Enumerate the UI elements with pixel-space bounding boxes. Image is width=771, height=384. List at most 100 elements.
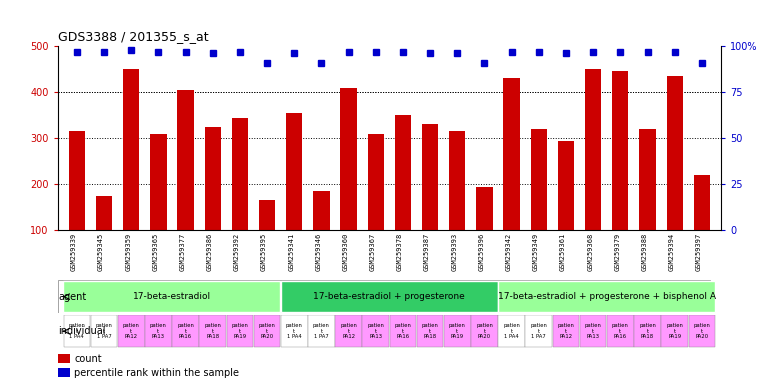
Text: GSM259396: GSM259396 — [479, 233, 484, 271]
Text: patien
t
PA13: patien t PA13 — [584, 323, 601, 339]
Bar — [172, 315, 199, 347]
Text: GSM259393: GSM259393 — [451, 233, 457, 271]
Text: GSM259394: GSM259394 — [668, 233, 675, 271]
Text: patien
t
PA16: patien t PA16 — [395, 323, 412, 339]
Text: patien
t
PA20: patien t PA20 — [693, 323, 710, 339]
Text: patien
t
PA13: patien t PA13 — [367, 323, 384, 339]
Text: GSM259341: GSM259341 — [288, 233, 295, 271]
Bar — [558, 141, 574, 276]
Text: patien
t
PA18: patien t PA18 — [204, 323, 221, 339]
Text: GSM259379: GSM259379 — [614, 233, 621, 271]
Bar — [204, 127, 221, 276]
Bar — [694, 175, 710, 276]
Text: patien
t
PA13: patien t PA13 — [150, 323, 167, 339]
Bar — [612, 71, 628, 276]
Bar — [58, 368, 69, 377]
Bar — [422, 124, 438, 276]
Bar — [476, 187, 493, 276]
Bar — [530, 129, 547, 276]
Text: count: count — [74, 354, 102, 364]
Text: patien
t
PA20: patien t PA20 — [476, 323, 493, 339]
Text: GSM259342: GSM259342 — [506, 233, 512, 271]
Text: GSM259349: GSM259349 — [533, 233, 539, 271]
Bar — [389, 315, 416, 347]
Bar — [553, 315, 579, 347]
Bar — [395, 115, 411, 276]
Bar — [69, 131, 85, 276]
Bar — [662, 315, 688, 347]
Bar — [96, 196, 112, 276]
Text: GSM259339: GSM259339 — [71, 233, 77, 271]
Bar — [607, 315, 634, 347]
Bar — [667, 76, 683, 276]
Bar — [417, 315, 443, 347]
Text: patien
t
PA18: patien t PA18 — [422, 323, 439, 339]
Text: patien
t
1 PA7: patien t 1 PA7 — [313, 323, 330, 339]
Bar — [639, 129, 655, 276]
Text: patien
t
PA12: patien t PA12 — [123, 323, 140, 339]
Text: 17-beta-estradiol: 17-beta-estradiol — [133, 292, 211, 301]
Text: GSM259388: GSM259388 — [641, 233, 648, 271]
Text: GSM259345: GSM259345 — [98, 233, 104, 271]
Text: individual: individual — [58, 326, 106, 336]
Text: GSM259387: GSM259387 — [424, 233, 430, 271]
Text: GDS3388 / 201355_s_at: GDS3388 / 201355_s_at — [58, 30, 208, 43]
Bar — [150, 134, 167, 276]
Bar — [200, 315, 226, 347]
Bar — [63, 315, 90, 347]
Text: GSM259368: GSM259368 — [588, 233, 593, 271]
Text: GSM259359: GSM259359 — [125, 233, 131, 271]
Text: 17-beta-estradiol + progesterone: 17-beta-estradiol + progesterone — [314, 292, 465, 301]
Bar — [281, 315, 308, 347]
Text: percentile rank within the sample: percentile rank within the sample — [74, 368, 240, 378]
Text: patien
t
PA12: patien t PA12 — [557, 323, 574, 339]
Text: patien
t
1 PA7: patien t 1 PA7 — [530, 323, 547, 339]
Bar — [471, 315, 498, 347]
Bar — [580, 315, 607, 347]
Text: patien
t
1 PA7: patien t 1 PA7 — [96, 323, 113, 339]
Text: patien
t
PA19: patien t PA19 — [666, 323, 683, 339]
Bar — [177, 90, 194, 276]
Text: GSM259397: GSM259397 — [696, 233, 702, 271]
Text: GSM259386: GSM259386 — [207, 233, 213, 271]
Text: GSM259346: GSM259346 — [315, 233, 322, 271]
Bar — [286, 113, 302, 276]
Text: GSM259377: GSM259377 — [180, 233, 186, 271]
Bar — [498, 281, 715, 312]
Bar — [91, 315, 117, 347]
Text: 17-beta-estradiol + progesterone + bisphenol A: 17-beta-estradiol + progesterone + bisph… — [498, 292, 715, 301]
Bar — [585, 69, 601, 276]
Text: patien
t
PA18: patien t PA18 — [639, 323, 656, 339]
Text: GSM259361: GSM259361 — [560, 233, 566, 271]
Text: GSM259395: GSM259395 — [261, 233, 267, 271]
Bar — [63, 281, 280, 312]
Text: GSM259378: GSM259378 — [397, 233, 403, 271]
Bar — [503, 78, 520, 276]
Bar — [449, 131, 466, 276]
Bar — [368, 134, 384, 276]
Bar — [498, 315, 525, 347]
Bar — [281, 281, 497, 312]
Bar — [118, 315, 144, 347]
Text: patien
t
1 PA4: patien t 1 PA4 — [286, 323, 303, 339]
Bar — [145, 315, 172, 347]
Bar — [308, 315, 335, 347]
Bar — [341, 88, 357, 276]
Text: patien
t
1 PA4: patien t 1 PA4 — [503, 323, 520, 339]
Text: patien
t
1 PA4: patien t 1 PA4 — [69, 323, 86, 339]
Bar — [335, 315, 362, 347]
Text: patien
t
PA19: patien t PA19 — [449, 323, 466, 339]
Text: patien
t
PA12: patien t PA12 — [340, 323, 357, 339]
Bar — [58, 354, 69, 363]
Text: patien
t
PA16: patien t PA16 — [612, 323, 629, 339]
Bar — [526, 315, 552, 347]
Text: patien
t
PA19: patien t PA19 — [231, 323, 248, 339]
Bar — [635, 315, 661, 347]
Text: agent: agent — [58, 291, 86, 302]
Text: GSM259367: GSM259367 — [370, 233, 375, 271]
Text: GSM259365: GSM259365 — [153, 233, 158, 271]
Text: GSM259360: GSM259360 — [342, 233, 348, 271]
Bar — [444, 315, 470, 347]
Bar — [362, 315, 389, 347]
Text: patien
t
PA16: patien t PA16 — [177, 323, 194, 339]
